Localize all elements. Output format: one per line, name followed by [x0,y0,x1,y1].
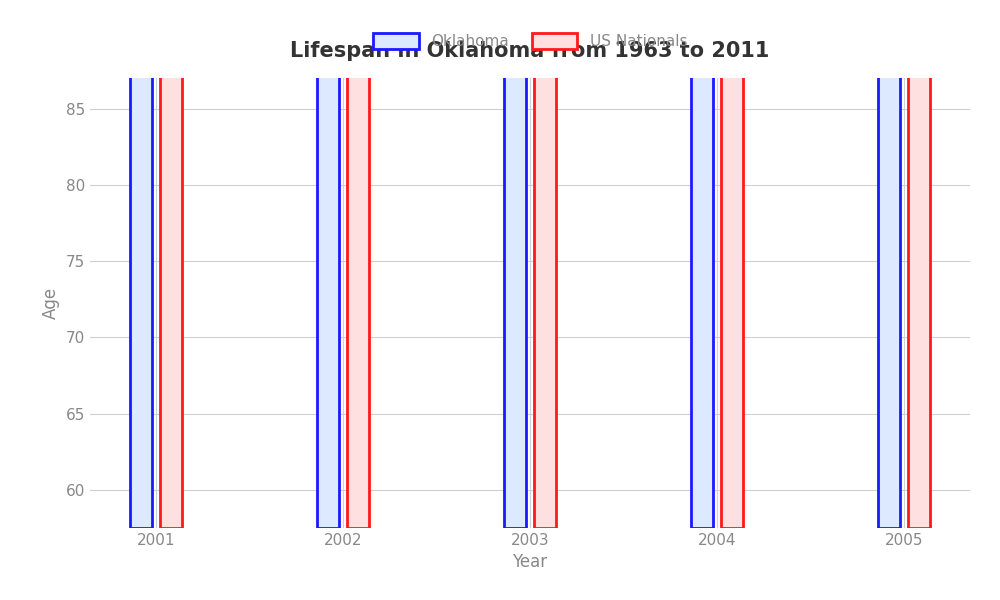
Y-axis label: Age: Age [42,287,60,319]
Bar [721,0,743,528]
Bar [908,0,930,528]
X-axis label: Year: Year [512,553,548,571]
Bar [130,0,152,528]
Bar [160,0,182,528]
Legend: Oklahoma, US Nationals: Oklahoma, US Nationals [367,27,693,55]
Title: Lifespan in Oklahoma from 1963 to 2011: Lifespan in Oklahoma from 1963 to 2011 [290,41,770,61]
Bar [317,0,339,528]
Bar [878,0,900,528]
Bar [534,0,556,528]
Bar [691,0,713,528]
Bar [347,0,369,528]
Bar [504,0,526,528]
